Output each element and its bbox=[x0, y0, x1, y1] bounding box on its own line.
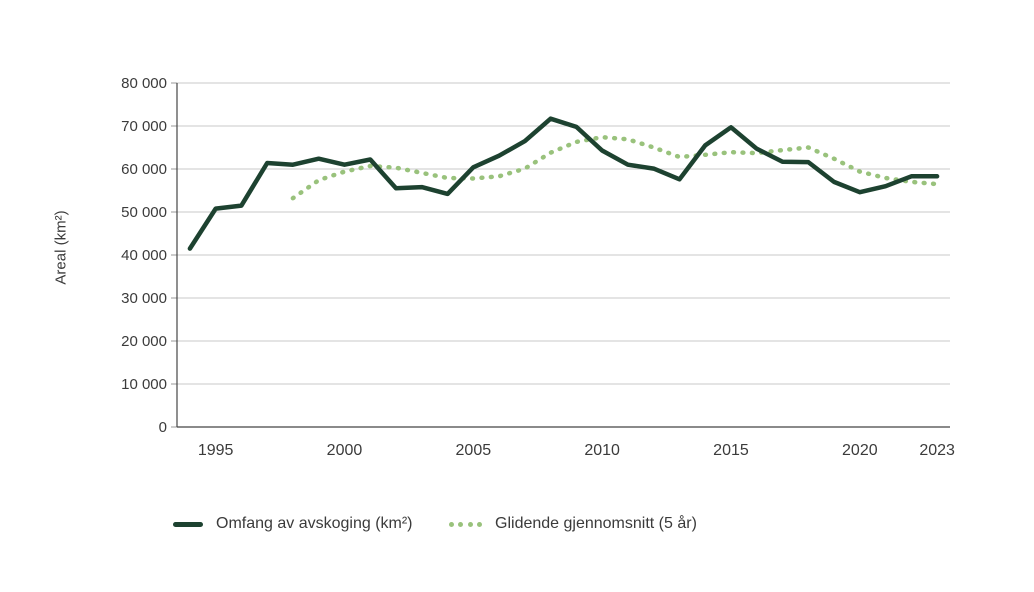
legend-swatch-dotted-line bbox=[448, 521, 483, 527]
y-tick-label-20000: 20 000 bbox=[121, 333, 167, 350]
x-tick-label-2015: 2015 bbox=[713, 442, 749, 459]
x-tick-label-2005: 2005 bbox=[456, 442, 492, 459]
x-tick-label-1995: 1995 bbox=[198, 442, 234, 459]
chart-legend: Omfang av avskoging (km²) Glidende gjenn… bbox=[173, 512, 697, 536]
x-tick-label-2023: 2023 bbox=[919, 442, 955, 459]
y-tick-label-70000: 70 000 bbox=[121, 118, 167, 135]
y-tick-label-60000: 60 000 bbox=[121, 161, 167, 178]
y-tick-label-50000: 50 000 bbox=[121, 204, 167, 221]
x-tick-label-2000: 2000 bbox=[327, 442, 363, 459]
legend-item-deforestation: Omfang av avskoging (km²) bbox=[173, 515, 413, 533]
y-tick-label-40000: 40 000 bbox=[121, 247, 167, 264]
y-tick-label-80000: 80 000 bbox=[121, 75, 167, 92]
legend-swatch-solid-line bbox=[173, 521, 203, 527]
x-tick-label-2010: 2010 bbox=[584, 442, 620, 459]
x-tick-label-2020: 2020 bbox=[842, 442, 878, 459]
legend-item-moving-average: Glidende gjennomsnitt (5 år) bbox=[448, 515, 697, 533]
y-tick-label-10000: 10 000 bbox=[121, 376, 167, 393]
moving-average-line bbox=[290, 134, 940, 201]
y-axis-title-text: Areal (km²) bbox=[52, 209, 70, 285]
legend-label-moving-average: Glidende gjennomsnitt (5 år) bbox=[495, 515, 697, 532]
deforestation-line bbox=[187, 116, 940, 251]
y-tick-label-0: 0 bbox=[159, 419, 167, 436]
y-tick-label-30000: 30 000 bbox=[121, 290, 167, 307]
legend-label-deforestation: Omfang av avskoging (km²) bbox=[216, 515, 413, 532]
y-axis-title: Areal (km²) bbox=[52, 167, 70, 327]
